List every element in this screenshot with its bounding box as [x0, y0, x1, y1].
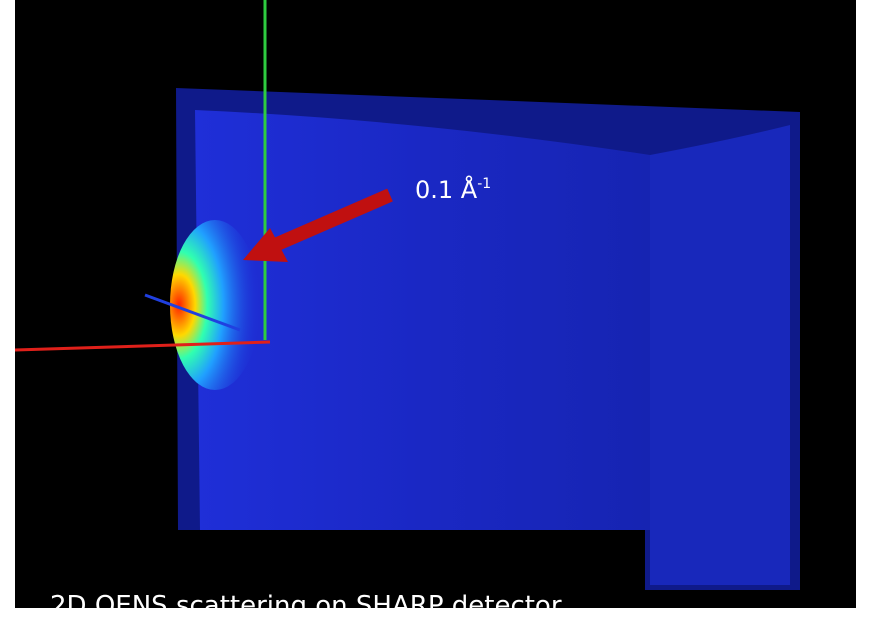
scattering-pattern	[170, 220, 260, 390]
caption: 2D QENS scattering on SHARP detector	[50, 591, 562, 621]
annotation: 0.1 Å-1	[415, 175, 491, 204]
arrow-shaft	[272, 188, 393, 252]
detector-front	[195, 110, 650, 530]
annotation-label: 0.1 Å	[415, 175, 478, 204]
annotation-superscript: -1	[477, 176, 491, 192]
x-axis	[14, 340, 271, 352]
arrow-head	[243, 228, 288, 262]
z-axis	[144, 293, 241, 332]
detector-side	[650, 125, 790, 585]
